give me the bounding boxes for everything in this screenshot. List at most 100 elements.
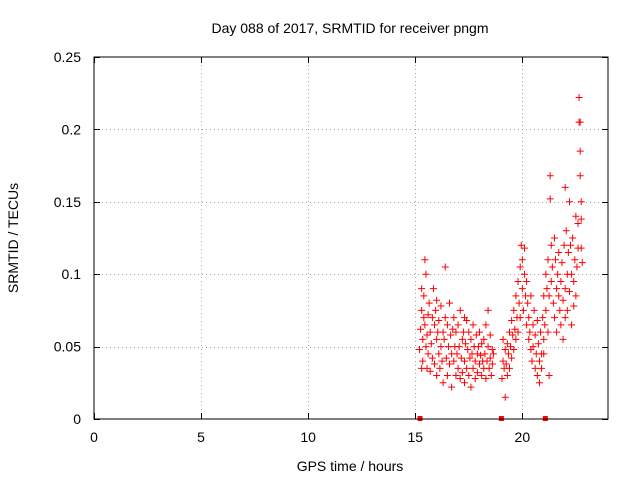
- data-point: [486, 354, 494, 362]
- data-point: [554, 270, 562, 278]
- data-point: [424, 311, 432, 319]
- data-point: [559, 335, 567, 343]
- data-point: [570, 302, 578, 310]
- data-point: [565, 288, 573, 296]
- data-point: [464, 345, 472, 353]
- x-axis-label: GPS time / hours: [297, 458, 404, 474]
- data-point: [471, 374, 479, 382]
- data-point: [576, 172, 584, 180]
- data-point: [520, 244, 528, 252]
- data-point: [560, 241, 568, 249]
- x-tick-label: 0: [90, 429, 98, 445]
- data-point: [420, 314, 428, 322]
- data-point: [456, 374, 464, 382]
- data-point: [556, 306, 564, 314]
- data-point: [486, 331, 494, 339]
- data-point: [480, 335, 488, 343]
- data-point: [555, 292, 563, 300]
- axis-layer: 0 5 10 15 20 0 0.05 0.1 0.15 0.2 0.25: [54, 49, 608, 445]
- data-point: [503, 340, 511, 348]
- data-point: [448, 383, 456, 391]
- data-point: [555, 248, 563, 256]
- data-point: [503, 372, 511, 380]
- data-point: [561, 314, 569, 322]
- data-point: [512, 292, 520, 300]
- data-point: [531, 331, 539, 339]
- data-point: [478, 372, 486, 380]
- data-point: [516, 314, 524, 322]
- data-point: [545, 372, 553, 380]
- data-point: [454, 321, 462, 329]
- data-point: [508, 317, 516, 325]
- data-point: [477, 351, 485, 359]
- data-point: [455, 343, 463, 351]
- data-point: [544, 328, 552, 336]
- data-point: [446, 360, 454, 368]
- data-point: [529, 321, 537, 329]
- data-point: [557, 277, 565, 285]
- data-point: [561, 285, 569, 293]
- data-point: [558, 259, 566, 267]
- data-point: [433, 296, 441, 304]
- data-point: [527, 292, 535, 300]
- data-point: [458, 335, 466, 343]
- data-point: [456, 306, 464, 314]
- data-point: [535, 357, 543, 365]
- data-point: [547, 241, 555, 249]
- data-point: [481, 350, 489, 358]
- data-point: [538, 364, 546, 372]
- data-point: [457, 354, 465, 362]
- x-tick-label: 5: [197, 429, 205, 445]
- data-point: [553, 328, 561, 336]
- data-point: [467, 383, 475, 391]
- y-tick-label: 0.2: [62, 121, 82, 137]
- data-point: [435, 317, 443, 325]
- data-point: [424, 350, 432, 358]
- data-point: [557, 321, 565, 329]
- data-point: [541, 321, 549, 329]
- data-point: [483, 357, 491, 365]
- data-point: [564, 248, 572, 256]
- data-point: [524, 299, 532, 307]
- chart-title: Day 088 of 2017, SRMTID for receiver png…: [211, 20, 488, 36]
- data-point: [433, 372, 441, 380]
- y-tick-label: 0: [73, 411, 81, 427]
- data-point: [533, 317, 541, 325]
- data-point: [568, 270, 576, 278]
- data-point: [575, 94, 583, 102]
- data-point: [482, 321, 490, 329]
- data-point: [462, 340, 470, 348]
- data-point: [515, 299, 523, 307]
- plot-frame: [93, 56, 609, 420]
- data-point: [559, 296, 567, 304]
- data-point: [417, 325, 425, 333]
- data-point: [432, 306, 440, 314]
- data-point: [577, 215, 585, 223]
- data-point: [488, 345, 496, 353]
- data-point: [447, 331, 455, 339]
- data-point: [487, 372, 495, 380]
- data-point: [507, 343, 515, 351]
- data-point: [443, 372, 451, 380]
- data-point: [469, 364, 477, 372]
- data-point: [571, 256, 579, 264]
- data-point: [576, 118, 584, 126]
- data-point: [446, 299, 454, 307]
- data-point: [508, 354, 516, 362]
- data-point: [570, 277, 578, 285]
- data-point: [542, 306, 550, 314]
- data-point: [550, 234, 558, 242]
- data-point: [502, 360, 510, 368]
- data-point: [465, 372, 473, 380]
- data-point: [467, 335, 475, 343]
- data-point: [511, 325, 519, 333]
- data-point: [485, 364, 493, 372]
- data-point: [517, 241, 525, 249]
- data-point: [501, 393, 509, 401]
- data-point: [420, 292, 428, 300]
- data-point: [476, 328, 483, 336]
- data-point: [423, 331, 431, 339]
- data-point: [484, 306, 492, 314]
- data-point: [572, 212, 580, 220]
